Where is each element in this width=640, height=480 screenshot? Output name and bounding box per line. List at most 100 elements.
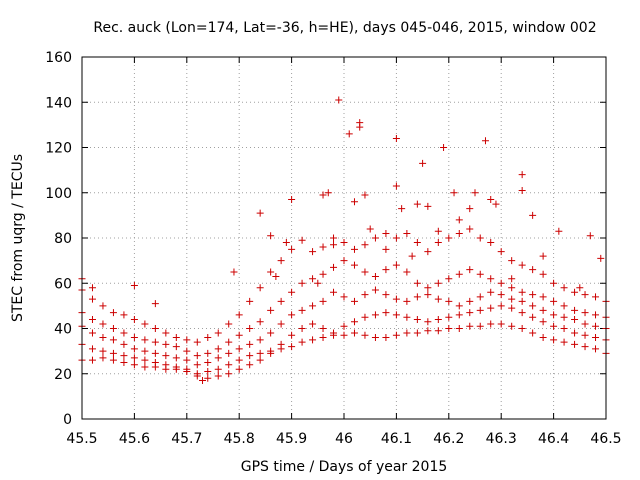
data-point	[371, 311, 379, 319]
data-point	[309, 248, 317, 256]
data-point	[508, 284, 516, 292]
data-point	[267, 232, 275, 240]
data-point	[298, 325, 306, 332]
data-point	[109, 309, 117, 317]
data-point	[518, 171, 526, 179]
data-point	[466, 205, 474, 213]
x-tick-label: 45.8	[224, 431, 255, 447]
data-point	[141, 320, 149, 328]
data-point	[403, 297, 411, 305]
data-point	[592, 293, 600, 301]
data-point	[413, 200, 421, 208]
data-point	[382, 229, 390, 237]
data-point	[99, 302, 107, 310]
data-point	[193, 361, 201, 369]
x-tick-label: 46.4	[538, 431, 569, 447]
series-sat-b	[78, 302, 610, 385]
data-point	[560, 302, 568, 310]
data-point	[497, 302, 505, 310]
data-point	[392, 295, 400, 303]
data-point	[183, 356, 191, 364]
data-point	[88, 315, 96, 323]
data-point	[518, 325, 526, 332]
data-point	[193, 372, 201, 380]
data-point	[571, 315, 579, 323]
data-point	[282, 239, 290, 247]
data-point	[518, 297, 526, 305]
data-point	[518, 261, 526, 269]
y-tick-label: 80	[54, 231, 72, 247]
data-point	[288, 196, 296, 204]
data-point	[141, 336, 149, 344]
y-tick-label: 160	[45, 50, 72, 66]
data-point	[130, 315, 138, 323]
data-point	[597, 254, 605, 262]
data-point	[403, 329, 411, 337]
data-point	[172, 334, 180, 342]
data-point	[162, 340, 170, 348]
data-point	[88, 329, 96, 337]
data-point	[350, 329, 358, 337]
data-point	[214, 365, 222, 373]
data-point	[361, 268, 369, 276]
data-point	[109, 336, 117, 344]
data-point	[550, 336, 558, 344]
data-point	[471, 189, 479, 197]
data-point	[382, 291, 390, 299]
data-point	[434, 227, 442, 235]
data-point	[256, 349, 264, 357]
data-point	[272, 272, 280, 280]
data-point	[324, 189, 332, 197]
data-point	[204, 358, 212, 366]
data-point	[256, 209, 264, 217]
data-point	[371, 334, 379, 342]
data-point	[214, 329, 222, 337]
data-point	[592, 345, 600, 353]
data-point	[319, 297, 327, 305]
data-point	[487, 239, 495, 247]
data-point	[371, 286, 379, 294]
data-point	[445, 325, 453, 332]
data-point	[497, 279, 505, 287]
data-point	[476, 306, 484, 314]
data-point	[450, 189, 458, 197]
data-point	[487, 304, 495, 312]
x-tick-label: 45.7	[171, 431, 202, 447]
data-point	[120, 340, 128, 348]
data-point	[319, 270, 327, 278]
data-point	[183, 347, 191, 355]
data-point	[424, 284, 432, 292]
data-point	[576, 284, 584, 292]
data-point	[88, 284, 96, 292]
series-spikes	[78, 96, 605, 308]
data-point	[225, 370, 233, 378]
data-point	[225, 320, 233, 328]
data-point	[120, 358, 128, 366]
data-point	[130, 334, 138, 342]
data-point	[193, 338, 201, 346]
data-point	[235, 311, 243, 319]
data-point	[204, 349, 212, 357]
data-point	[120, 329, 128, 337]
data-point	[539, 334, 547, 342]
data-point	[256, 318, 264, 326]
data-point	[413, 329, 421, 337]
data-point	[214, 372, 222, 380]
data-point	[413, 293, 421, 301]
data-point	[267, 306, 275, 314]
data-point	[162, 352, 170, 360]
data-point	[162, 329, 170, 337]
data-point	[130, 345, 138, 353]
data-point	[172, 354, 180, 362]
data-point	[183, 365, 191, 373]
data-point	[434, 315, 442, 323]
data-point	[419, 159, 427, 167]
data-point	[445, 313, 453, 321]
data-point	[424, 291, 432, 299]
data-point	[539, 306, 547, 314]
data-point	[340, 239, 348, 247]
data-point	[392, 182, 400, 190]
data-point	[581, 331, 589, 339]
data-point	[466, 322, 474, 330]
data-point	[130, 282, 138, 290]
